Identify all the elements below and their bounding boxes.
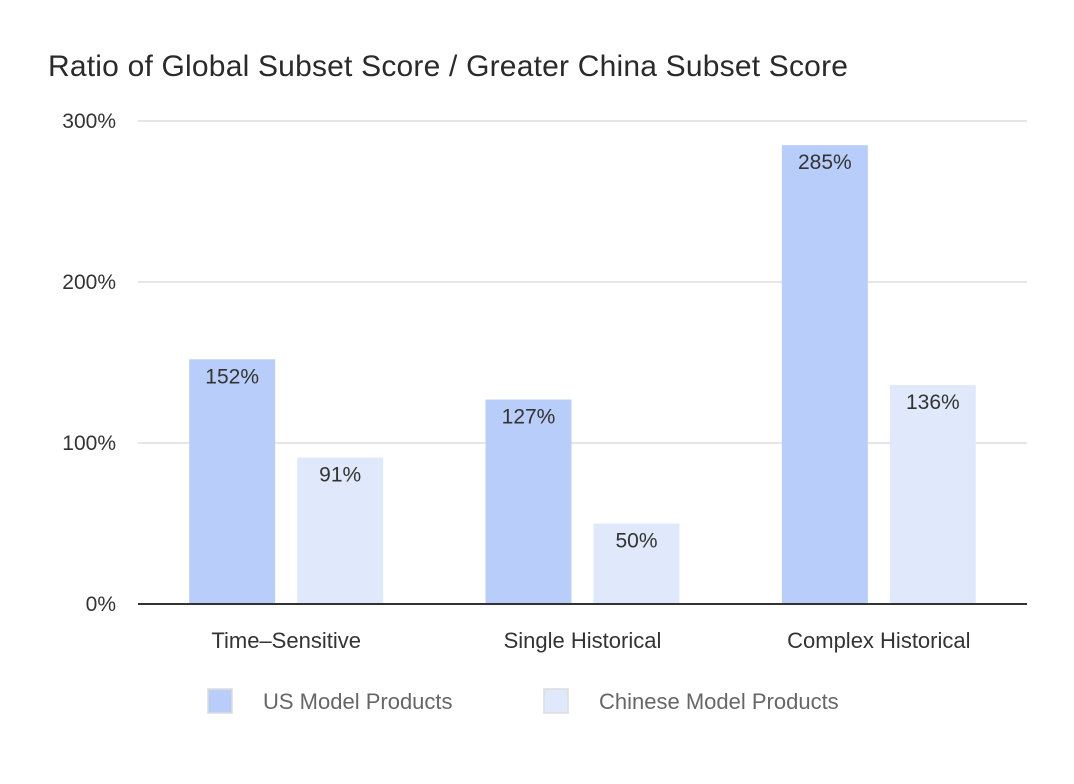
- data-label: 50%: [615, 530, 657, 553]
- y-tick-label: 100%: [62, 432, 116, 455]
- bar-us-1: [486, 400, 572, 604]
- y-tick-label: 0%: [86, 593, 116, 616]
- data-label: 127%: [502, 406, 556, 429]
- x-tick-label: Time–Sensitive: [211, 628, 361, 653]
- x-tick-label: Single Historical: [504, 628, 662, 653]
- legend: US Model Products Chinese Model Products: [208, 689, 839, 714]
- y-tick-label: 200%: [62, 271, 116, 294]
- legend-swatch: [544, 689, 568, 713]
- data-label: 285%: [798, 151, 852, 174]
- bar-us-0: [189, 359, 275, 604]
- data-label: 91%: [319, 463, 361, 486]
- data-label: 152%: [205, 365, 259, 388]
- legend-label: US Model Products: [263, 689, 453, 714]
- legend-swatch: [208, 689, 232, 713]
- bar-us-2: [782, 145, 868, 604]
- x-tick-label: Complex Historical: [787, 628, 970, 653]
- y-tick-label: 300%: [62, 110, 116, 133]
- bar-chinese-2: [890, 385, 976, 604]
- bars: [189, 145, 976, 604]
- data-label: 136%: [906, 391, 960, 414]
- legend-label: Chinese Model Products: [599, 689, 839, 714]
